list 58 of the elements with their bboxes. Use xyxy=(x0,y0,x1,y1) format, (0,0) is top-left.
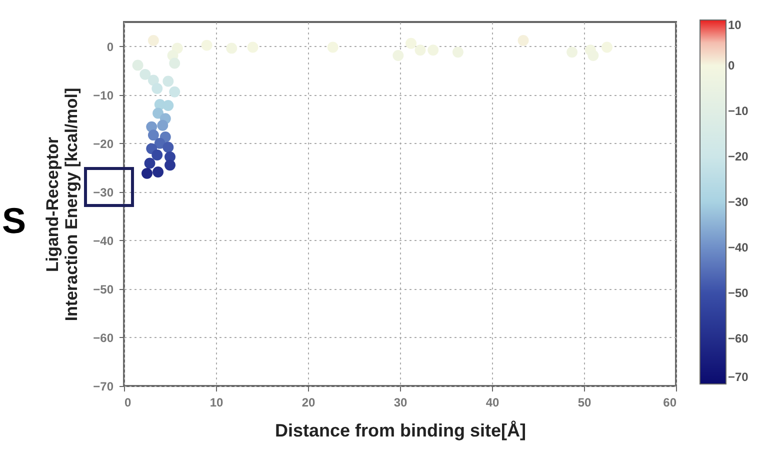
x-tick-label: 50 xyxy=(578,396,592,410)
color-bar-label: −50 xyxy=(728,286,749,300)
y-tick-label: −60 xyxy=(93,330,114,345)
point xyxy=(162,76,174,87)
point xyxy=(414,44,426,56)
color-bar-label: −70 xyxy=(728,370,749,384)
point xyxy=(148,74,159,86)
point xyxy=(152,108,164,119)
point xyxy=(327,42,338,53)
point xyxy=(132,60,144,71)
point xyxy=(152,150,163,160)
color-bar-label: −40 xyxy=(728,240,749,254)
point xyxy=(152,83,163,94)
color-bar-label: −60 xyxy=(728,332,749,346)
point xyxy=(162,142,174,153)
y-tick-label: −50 xyxy=(93,282,114,296)
x-tick-label: 60 xyxy=(663,396,677,410)
point xyxy=(148,34,159,46)
y-tick-label: −10 xyxy=(93,88,114,102)
y-tick-label: −70 xyxy=(93,380,114,394)
color-bar-label: 10 xyxy=(728,18,742,32)
point xyxy=(152,166,164,178)
point xyxy=(602,42,612,53)
point xyxy=(452,46,464,58)
x-tick-label: 40 xyxy=(486,396,500,410)
color-bar-label: −10 xyxy=(728,104,749,118)
point xyxy=(428,44,439,56)
text: S xyxy=(2,200,26,242)
point xyxy=(392,50,404,61)
point xyxy=(201,40,212,51)
x-tick-label: 0 xyxy=(124,396,132,410)
color-bar-label: 0 xyxy=(728,58,735,72)
point xyxy=(566,46,578,58)
x-tick-label: 30 xyxy=(394,396,408,410)
point xyxy=(164,160,176,171)
point xyxy=(518,34,529,46)
point xyxy=(148,130,159,141)
point xyxy=(140,68,151,80)
point xyxy=(226,42,238,54)
y-axis-title: Ligand-Receptor Interaction Energy [kcal/mol] xyxy=(43,88,82,322)
point xyxy=(247,42,258,53)
point xyxy=(169,86,180,98)
x-tick-label: 10 xyxy=(210,396,224,410)
point xyxy=(142,168,152,179)
point xyxy=(406,38,417,49)
point xyxy=(144,158,156,169)
point xyxy=(588,50,599,61)
color-bar-label: −30 xyxy=(728,195,749,209)
y-tick-label: −40 xyxy=(93,234,114,248)
x-axis-title: Distance from binding site[Å] xyxy=(274,420,526,440)
y-tick-label: −20 xyxy=(93,136,114,151)
color-bar-label: −20 xyxy=(728,150,749,164)
y-tick-label: 0 xyxy=(106,40,114,54)
y-tick-label: −30 xyxy=(93,185,114,200)
point xyxy=(157,120,168,131)
x-tick-label: 20 xyxy=(302,396,316,410)
point xyxy=(169,58,180,69)
point xyxy=(162,100,174,111)
